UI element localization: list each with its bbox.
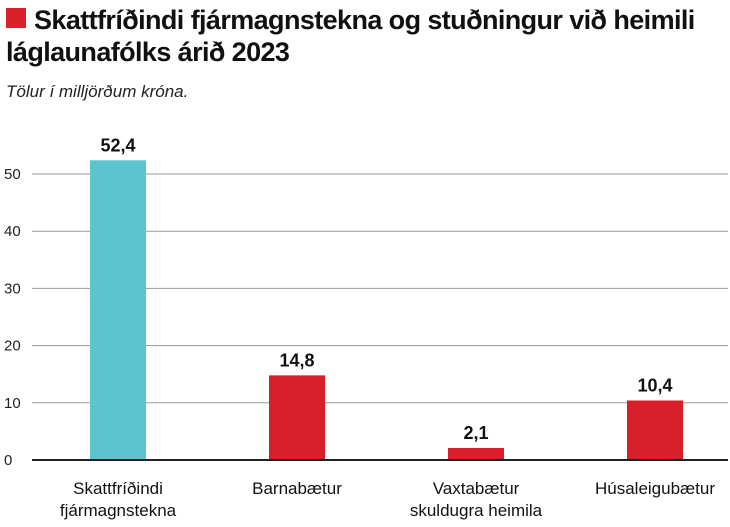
bar-1 [269,375,325,460]
y-tick-label: 40 [4,223,21,240]
data-label: 52,4 [100,135,135,155]
data-label: 10,4 [637,376,672,396]
title-marker-square [6,8,26,28]
bar-0 [90,160,146,460]
x-tick-label: Vaxtabætur [433,479,520,498]
data-label: 14,8 [279,350,314,370]
data-label: 2,1 [463,423,488,443]
chart-subtitle: Tölur í milljörðum króna. [6,82,189,101]
bar-3 [627,400,683,460]
y-tick-label: 20 [4,338,21,355]
y-tick-label: 0 [4,452,12,469]
title-block: Skattfríðindi fjármagnstekna og stuðning… [6,4,726,68]
y-tick-label: 30 [4,280,21,297]
bar-2 [448,447,504,460]
chart-title-text: Skattfríðindi fjármagnstekna og stuðning… [6,5,695,67]
x-tick-label: Húsaleigubætur [595,479,715,498]
y-tick-label: 50 [4,166,21,183]
x-tick-label: Skattfríðindi [73,479,163,498]
chart-title: Skattfríðindi fjármagnstekna og stuðning… [6,4,726,68]
x-tick-label: skuldugra heimila [410,501,543,520]
x-tick-label: fjármagnstekna [60,501,177,520]
x-tick-label: Barnabætur [252,479,342,498]
y-tick-label: 10 [4,395,21,412]
